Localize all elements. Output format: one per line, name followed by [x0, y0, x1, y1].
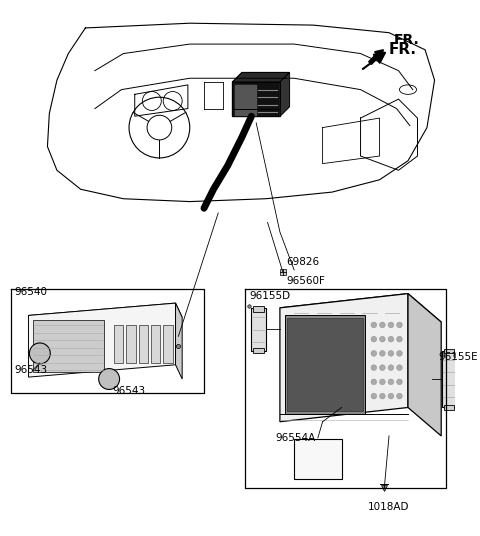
Polygon shape — [176, 303, 182, 379]
Text: 96155E: 96155E — [438, 352, 478, 362]
Polygon shape — [288, 318, 363, 411]
Circle shape — [29, 343, 50, 364]
Polygon shape — [408, 294, 441, 436]
Polygon shape — [252, 308, 265, 351]
Text: 1018AD: 1018AD — [368, 502, 409, 512]
Polygon shape — [444, 348, 455, 353]
Polygon shape — [232, 82, 280, 116]
Circle shape — [396, 322, 402, 328]
Circle shape — [396, 351, 402, 356]
Circle shape — [380, 365, 385, 370]
Text: FR.: FR. — [389, 42, 417, 57]
Polygon shape — [151, 325, 160, 363]
Circle shape — [380, 322, 385, 328]
Text: 96543: 96543 — [112, 386, 145, 396]
Circle shape — [380, 393, 385, 399]
Text: 96540: 96540 — [14, 287, 47, 297]
Circle shape — [371, 365, 377, 370]
Circle shape — [380, 379, 385, 385]
Circle shape — [396, 336, 402, 342]
Polygon shape — [253, 306, 264, 311]
Circle shape — [388, 365, 394, 370]
Circle shape — [371, 393, 377, 399]
Polygon shape — [163, 325, 173, 363]
Circle shape — [371, 379, 377, 385]
Circle shape — [388, 351, 394, 356]
Polygon shape — [28, 303, 182, 330]
Polygon shape — [294, 439, 342, 479]
Text: 96155D: 96155D — [250, 292, 291, 301]
Circle shape — [371, 322, 377, 328]
Polygon shape — [139, 325, 148, 363]
Text: 69826: 69826 — [287, 257, 320, 267]
FancyArrow shape — [369, 50, 384, 64]
Circle shape — [371, 336, 377, 342]
Polygon shape — [280, 72, 289, 116]
Text: 96554A: 96554A — [275, 433, 315, 443]
Polygon shape — [253, 348, 264, 353]
Polygon shape — [280, 294, 408, 422]
Circle shape — [396, 379, 402, 385]
Circle shape — [380, 336, 385, 342]
Circle shape — [380, 351, 385, 356]
Text: FR.: FR. — [394, 33, 420, 47]
Polygon shape — [235, 85, 256, 115]
Text: 96560F: 96560F — [287, 276, 325, 286]
Circle shape — [388, 322, 394, 328]
Polygon shape — [444, 405, 455, 411]
Circle shape — [99, 369, 120, 390]
Circle shape — [371, 351, 377, 356]
Polygon shape — [442, 351, 456, 407]
Text: 96543: 96543 — [14, 364, 48, 375]
Polygon shape — [114, 325, 123, 363]
Polygon shape — [280, 294, 441, 336]
Polygon shape — [28, 303, 176, 377]
Circle shape — [388, 336, 394, 342]
Circle shape — [388, 393, 394, 399]
Polygon shape — [232, 72, 289, 82]
Polygon shape — [33, 320, 104, 373]
Circle shape — [396, 393, 402, 399]
Polygon shape — [126, 325, 136, 363]
Circle shape — [388, 379, 394, 385]
Polygon shape — [285, 316, 365, 414]
Circle shape — [396, 365, 402, 370]
